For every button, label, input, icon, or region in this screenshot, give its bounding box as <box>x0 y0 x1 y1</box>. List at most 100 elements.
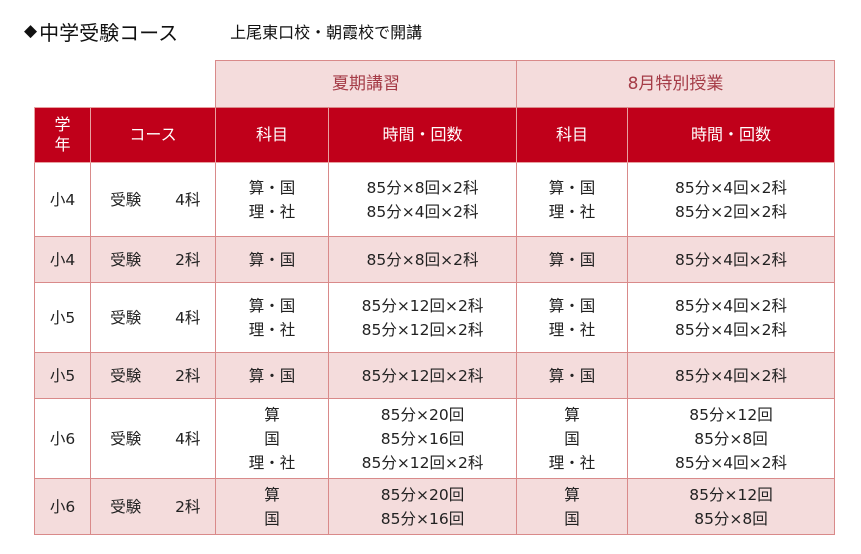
table-row: 小6 受験 4科算国理・社 85分×20回 85分×16回 85分×12回×2科算国理・社… <box>34 398 835 479</box>
august-subjects-cell-line: 理・社 <box>548 453 596 472</box>
summer-subjects-cell-line: 算・国 <box>248 178 296 197</box>
blank-corner <box>34 60 216 108</box>
page-subtitle: 上尾東口校・朝霞校で開講 <box>230 23 423 42</box>
august-subjects-cell: 算国 <box>516 478 628 535</box>
page-title: 中学受験コース <box>39 20 179 45</box>
header-summer-subject: 科目 <box>215 107 329 163</box>
summer-time-cell-line: 85分×8回×2科 <box>366 178 479 197</box>
august-subjects-cell: 算・国 <box>516 352 628 399</box>
course-subjects-cell: 4科 <box>160 162 216 237</box>
summer-time-cell-line: 85分×16回 <box>380 509 465 528</box>
summer-subjects-cell: 算国理・社 <box>215 398 329 479</box>
course-subjects-cell: 2科 <box>160 236 216 283</box>
course-subjects-cell: 2科 <box>160 352 216 399</box>
summer-subjects-cell-line: 理・社 <box>248 202 296 221</box>
summer-time-cell-line: 85分×20回 <box>380 405 465 424</box>
august-subjects-cell: 算国理・社 <box>516 398 628 479</box>
august-time-cell-line: 85分×4回×2科 <box>675 178 787 197</box>
august-time-cell-line: 85分×4回×2科 <box>675 320 787 339</box>
table-body: 小4 受験 4科 算・国 理・社 85分×8回×2科 85分×4回×2科 算・国 理・社 85分×… <box>34 162 835 535</box>
summer-time-cell: 85分×20回 85分×16回 85分×12回×2科 <box>328 398 517 479</box>
summer-subjects-cell-line: 算 <box>264 405 280 424</box>
august-time-cell: 85分×4回×2科 <box>627 236 835 283</box>
summer-time-cell: 85分×8回×2科 <box>328 236 517 283</box>
august-time-cell: 85分×4回×2科 85分×4回×2科 <box>627 282 835 353</box>
table-row: 小5 受験 2科 算・国 85分×12回×2科 算・国 85分×4回×2科 <box>34 352 835 399</box>
table-row: 小6 受験 2科算国 85分×20回 85分×16回算国 85分×12回 85分×8回 <box>34 478 835 535</box>
summer-time-cell-line: 85分×8回×2科 <box>366 250 479 269</box>
august-time-cell-line: 85分×4回×2科 <box>675 296 787 315</box>
summer-time-cell: 85分×12回×2科 85分×12回×2科 <box>328 282 517 353</box>
august-time-cell-line: 85分×2回×2科 <box>675 202 787 221</box>
course-subjects-cell: 4科 <box>160 398 216 479</box>
table-row: 小4 受験 2科 算・国 85分×8回×2科 算・国 85分×4回×2科 <box>34 236 835 283</box>
summer-time-cell-line: 85分×12回×2科 <box>361 453 484 472</box>
august-subjects-cell-line: 国 <box>564 429 580 448</box>
summer-time-cell: 85分×20回 85分×16回 <box>328 478 517 535</box>
august-subjects-cell-line: 算・国 <box>548 366 596 385</box>
august-time-cell-line: 85分×8回 <box>694 429 768 448</box>
header-summer-time: 時間・回数 <box>328 107 517 163</box>
august-subjects-cell: 算・国 理・社 <box>516 282 628 353</box>
summer-subjects-cell-line: 理・社 <box>248 453 296 472</box>
summer-time-cell-line: 85分×16回 <box>380 429 465 448</box>
header-august-time: 時間・回数 <box>627 107 835 163</box>
august-time-cell-line: 85分×8回 <box>694 509 768 528</box>
header-august-subject: 科目 <box>516 107 628 163</box>
summer-time-cell-line: 85分×4回×2科 <box>366 202 479 221</box>
august-time-cell: 85分×12回 85分×8回 85分×4回×2科 <box>627 398 835 479</box>
august-subjects-cell: 算・国 理・社 <box>516 162 628 237</box>
august-time-cell: 85分×12回 85分×8回 <box>627 478 835 535</box>
schedule-table: 夏期講習 8月特別授業 学 年 コース 科目 時間・回数 科目 時間・回数 小4… <box>34 60 835 535</box>
period-header-row: 夏期講習 8月特別授業 <box>34 60 835 108</box>
summer-subjects-cell-line: 理・社 <box>248 320 296 339</box>
course-subjects-cell: 4科 <box>160 282 216 353</box>
summer-subjects-cell-line: 国 <box>264 509 280 528</box>
august-time-cell-line: 85分×4回×2科 <box>675 366 787 385</box>
summer-time-cell-line: 85分×12回×2科 <box>361 366 484 385</box>
grade-cell: 小5 <box>34 352 91 399</box>
summer-subjects-cell: 算・国 <box>215 236 329 283</box>
table-row: 小5 受験 4科 算・国 理・社 85分×12回×2科 85分×12回×2科 算・国 理・社 85… <box>34 282 835 353</box>
column-header-row: 学 年 コース 科目 時間・回数 科目 時間・回数 <box>34 107 835 163</box>
august-time-cell-line: 85分×4回×2科 <box>675 250 787 269</box>
august-subjects-cell: 算・国 <box>516 236 628 283</box>
period-summer: 夏期講習 <box>215 60 517 108</box>
summer-subjects-cell-line: 算・国 <box>248 250 296 269</box>
page-heading: ◆ 中学受験コース 上尾東口校・朝霞校で開講 <box>24 16 422 46</box>
summer-subjects-cell: 算・国 <box>215 352 329 399</box>
summer-subjects-cell-line: 国 <box>264 429 280 448</box>
summer-subjects-cell: 算・国 理・社 <box>215 282 329 353</box>
course-exam-cell: 受験 <box>90 352 161 399</box>
period-august: 8月特別授業 <box>516 60 835 108</box>
course-exam-cell: 受験 <box>90 236 161 283</box>
august-time-cell: 85分×4回×2科 85分×2回×2科 <box>627 162 835 237</box>
august-subjects-cell-line: 算・国 <box>548 178 596 197</box>
summer-time-cell-line: 85分×20回 <box>380 485 465 504</box>
summer-subjects-cell-line: 算・国 <box>248 366 296 385</box>
grade-cell: 小6 <box>34 398 91 479</box>
august-subjects-cell-line: 理・社 <box>548 320 596 339</box>
summer-time-cell-line: 85分×12回×2科 <box>361 296 484 315</box>
summer-subjects-cell: 算・国 理・社 <box>215 162 329 237</box>
august-subjects-cell-line: 理・社 <box>548 202 596 221</box>
course-subjects-cell: 2科 <box>160 478 216 535</box>
course-exam-cell: 受験 <box>90 398 161 479</box>
august-time-cell-line: 85分×12回 <box>689 405 773 424</box>
august-time-cell-line: 85分×4回×2科 <box>675 453 787 472</box>
summer-time-cell: 85分×8回×2科 85分×4回×2科 <box>328 162 517 237</box>
grade-cell: 小4 <box>34 236 91 283</box>
course-exam-cell: 受験 <box>90 162 161 237</box>
header-course: コース <box>90 107 216 163</box>
august-subjects-cell-line: 算・国 <box>548 296 596 315</box>
table-row: 小4 受験 4科 算・国 理・社 85分×8回×2科 85分×4回×2科 算・国 理・社 85分×… <box>34 162 835 237</box>
august-subjects-cell-line: 算 <box>564 405 580 424</box>
summer-subjects-cell-line: 算 <box>264 485 280 504</box>
diamond-icon: ◆ <box>24 21 38 41</box>
summer-subjects-cell-line: 算・国 <box>248 296 296 315</box>
summer-time-cell: 85分×12回×2科 <box>328 352 517 399</box>
august-time-cell: 85分×4回×2科 <box>627 352 835 399</box>
header-grade: 学 年 <box>34 107 91 163</box>
august-subjects-cell-line: 国 <box>564 509 580 528</box>
grade-cell: 小6 <box>34 478 91 535</box>
